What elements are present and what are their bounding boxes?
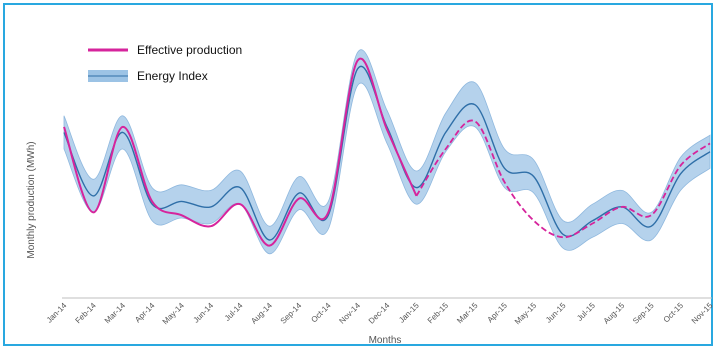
x-tick-label: Sep-15 [631, 301, 656, 326]
legend-label-effective-production: Effective production [137, 43, 242, 57]
x-tick-label: Feb-14 [74, 301, 99, 326]
x-tick-label: Sep-14 [279, 301, 304, 326]
x-tick-label: Jun-15 [544, 301, 568, 325]
x-tick-label: Oct-14 [309, 301, 333, 325]
energy-index-band [63, 49, 711, 255]
x-tick-labels: Jan-14 Feb-14 Mar-14 Apr-14 May-14 Jun-14 Jul-… [45, 301, 715, 327]
x-tick-label: Feb-15 [426, 301, 451, 326]
x-tick-label: Aug-14 [249, 301, 274, 326]
series-lines-layer [63, 57, 711, 247]
y-axis-title: Monthly production (MWh) [26, 141, 37, 258]
x-tick-label: Jan-14 [45, 301, 69, 325]
x-tick-label: Mar-15 [455, 301, 480, 326]
x-tick-label: Mar-14 [103, 301, 128, 326]
x-tick-label: Aug-15 [602, 301, 627, 326]
x-axis-title: Months [369, 335, 402, 346]
energy-index-band-layer [63, 49, 711, 255]
x-tick-label: Jul-15 [575, 301, 597, 323]
x-tick-label: Jun-14 [192, 301, 216, 325]
x-tick-label: Apr-15 [486, 301, 510, 325]
effective-production-line-dashed [415, 119, 711, 239]
x-tick-label: Dec-14 [367, 301, 392, 326]
x-tick-label: Apr-14 [133, 301, 157, 325]
effective-production-line [63, 57, 418, 247]
x-tick-label: May-14 [161, 301, 187, 327]
x-tick-label: Jan-15 [397, 301, 421, 325]
legend-label-energy-index: Energy Index [137, 69, 208, 83]
x-tick-label: Nov-15 [690, 301, 715, 326]
x-tick-label: Oct-15 [662, 301, 686, 325]
x-tick-label: Jul-14 [223, 301, 245, 323]
legend: Effective production Energy Index [88, 43, 242, 83]
x-tick-label: May-15 [513, 301, 539, 327]
x-tick-label: Nov-14 [337, 301, 362, 326]
